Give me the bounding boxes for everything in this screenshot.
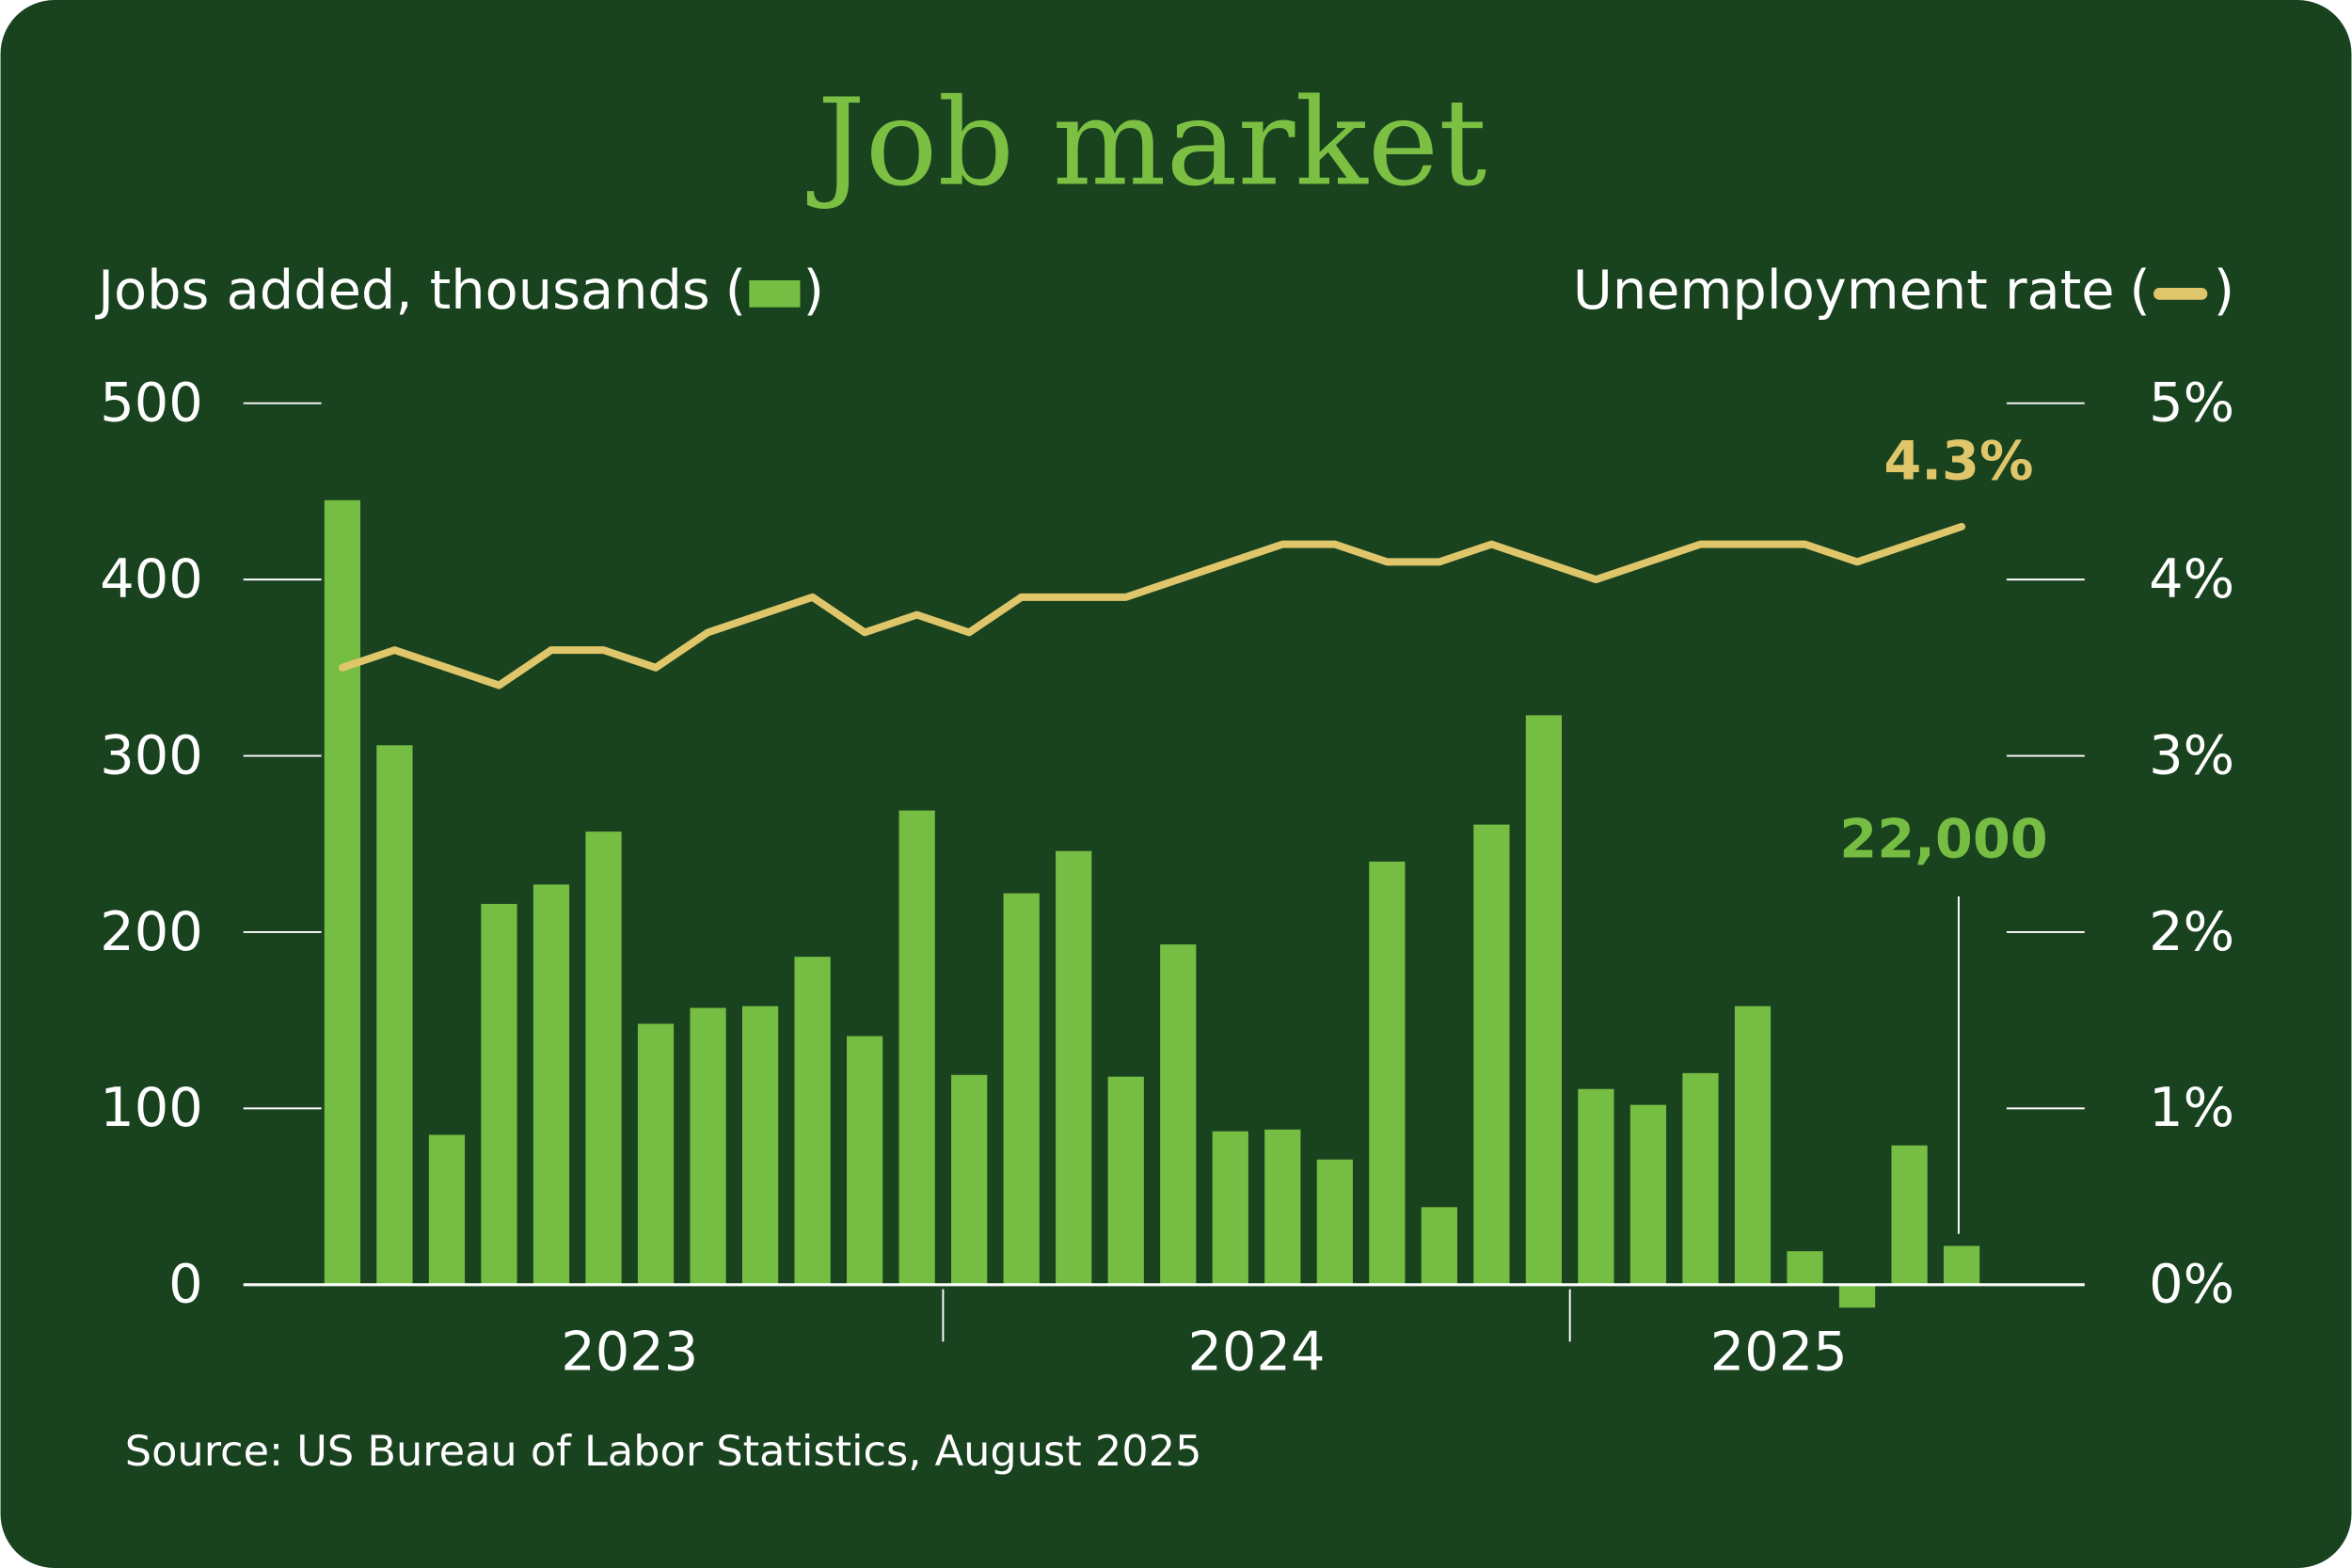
bar (1316, 1159, 1353, 1285)
bar (1629, 1104, 1667, 1285)
y2-tick-label: 5% (2149, 372, 2234, 435)
bar (1787, 1251, 1823, 1285)
y-tick-label: 0 (168, 1253, 202, 1316)
y-tick-label: 200 (100, 900, 202, 963)
bar (637, 1023, 675, 1285)
bar (794, 957, 831, 1285)
bar (376, 745, 413, 1285)
bar (585, 832, 622, 1285)
bar (898, 810, 935, 1285)
y2-tick-label: 1% (2149, 1076, 2234, 1139)
y2-tick-label: 3% (2149, 723, 2234, 786)
bar (1734, 1006, 1772, 1285)
y-tick-label: 100 (100, 1076, 202, 1139)
bar (481, 903, 517, 1285)
bar (1369, 861, 1406, 1285)
bar (1212, 1131, 1248, 1285)
bar (741, 1006, 779, 1285)
x-tick-label: 2025 (1710, 1320, 1848, 1383)
bar (1578, 1088, 1614, 1285)
value-label: 22,000 (1839, 807, 2047, 870)
chart-title: Job market (807, 74, 1487, 214)
source: Source: US Bureau of Labor Statistics, A… (125, 1427, 1202, 1476)
bar (1264, 1129, 1301, 1285)
bar (1003, 893, 1040, 1285)
y-tick-label: 300 (100, 723, 202, 786)
legend-bracket: ( (725, 259, 746, 322)
legend-bracket: ) (2214, 259, 2234, 322)
y2-tick-label: 0% (2149, 1253, 2234, 1316)
legend-label: Unemployment rate (1573, 259, 2115, 322)
bar (690, 1007, 726, 1285)
bar (1525, 715, 1563, 1285)
bar (1107, 1076, 1144, 1285)
legend-label: Jobs added, thousands (95, 259, 710, 322)
bar (1160, 944, 1197, 1285)
bar (1838, 1284, 1876, 1308)
bar (1421, 1207, 1457, 1285)
bar (847, 1036, 883, 1285)
bar (1682, 1072, 1719, 1285)
bar (1943, 1245, 1980, 1285)
line (338, 522, 1966, 689)
y2-tick-label: 2% (2149, 900, 2234, 963)
bar (1891, 1145, 1928, 1285)
value-label: 4.3% (1883, 430, 2033, 493)
y-tick-label: 400 (100, 547, 202, 610)
bar (428, 1134, 466, 1285)
x-tick-label: 2023 (561, 1320, 698, 1383)
y2-tick-label: 4% (2149, 547, 2234, 610)
legend-swatch (749, 280, 801, 308)
bar (1056, 850, 1092, 1285)
bar (951, 1074, 988, 1285)
legend-bracket: ( (2129, 259, 2150, 322)
bar (532, 884, 570, 1285)
legend-bracket: ) (803, 259, 824, 322)
bar (1473, 824, 1510, 1285)
x-tick-label: 2024 (1188, 1320, 1326, 1383)
y-tick-label: 500 (100, 372, 202, 435)
bar (324, 499, 361, 1285)
